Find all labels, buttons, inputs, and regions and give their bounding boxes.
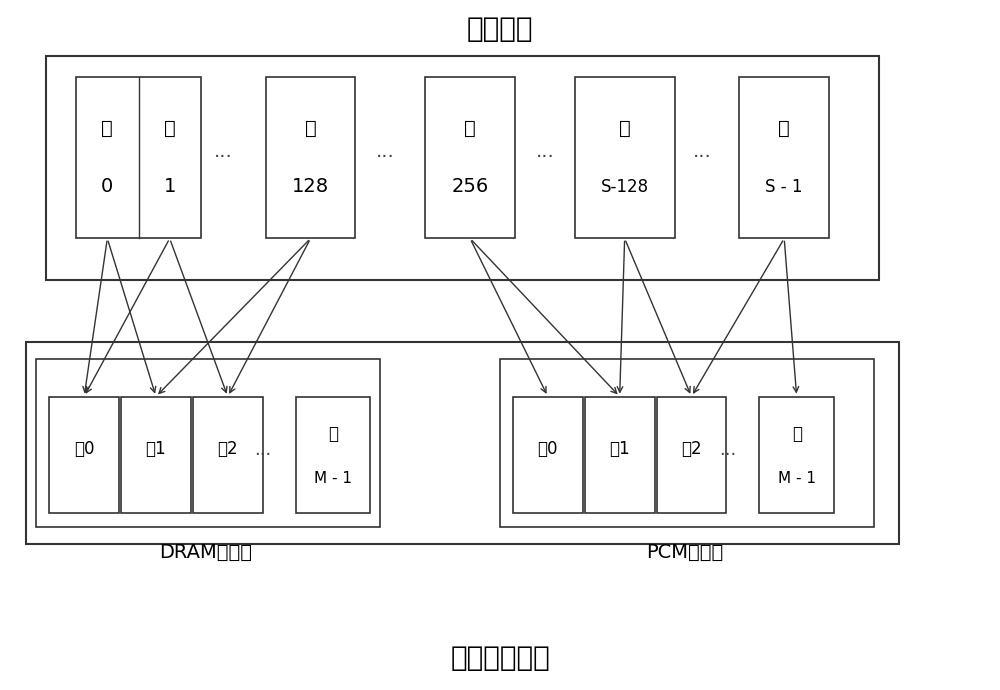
- Bar: [513, 397, 583, 513]
- Text: 组1: 组1: [146, 440, 166, 458]
- Text: M - 1: M - 1: [314, 471, 352, 486]
- Text: 组2: 组2: [217, 440, 238, 458]
- Text: ···: ···: [254, 446, 271, 464]
- Bar: [585, 397, 655, 513]
- Bar: [49, 397, 119, 513]
- Text: 组: 组: [305, 119, 316, 138]
- Text: 采样存储单元: 采样存储单元: [450, 644, 550, 671]
- Bar: [36, 359, 380, 527]
- Text: 1: 1: [163, 177, 176, 196]
- Bar: [739, 77, 829, 239]
- Bar: [575, 77, 675, 239]
- Text: 高速缓存: 高速缓存: [467, 15, 533, 43]
- Bar: [657, 397, 726, 513]
- Text: ···: ···: [693, 148, 712, 167]
- Bar: [759, 397, 834, 513]
- Text: ···: ···: [213, 148, 232, 167]
- Text: M - 1: M - 1: [778, 471, 816, 486]
- Bar: [266, 77, 355, 239]
- Text: 组: 组: [778, 119, 790, 138]
- Text: 0: 0: [101, 177, 113, 196]
- Text: ···: ···: [719, 446, 736, 464]
- Text: 256: 256: [451, 177, 489, 196]
- Text: 组: 组: [792, 425, 802, 443]
- Bar: [425, 77, 515, 239]
- Bar: [46, 57, 879, 279]
- Text: 128: 128: [292, 177, 329, 196]
- Text: S - 1: S - 1: [765, 178, 803, 196]
- Text: 组: 组: [464, 119, 476, 138]
- Text: ···: ···: [376, 148, 395, 167]
- Text: DRAM采样区: DRAM采样区: [159, 543, 252, 562]
- Text: 组2: 组2: [681, 440, 702, 458]
- Bar: [26, 342, 899, 544]
- Bar: [193, 397, 263, 513]
- Bar: [121, 397, 191, 513]
- Text: 组: 组: [619, 119, 631, 138]
- Bar: [296, 397, 370, 513]
- Text: 组: 组: [101, 119, 113, 138]
- Bar: [500, 359, 874, 527]
- Text: ···: ···: [536, 148, 554, 167]
- Text: 组: 组: [328, 425, 338, 443]
- Text: 组: 组: [164, 119, 176, 138]
- Text: 组1: 组1: [609, 440, 630, 458]
- Bar: [76, 77, 201, 239]
- Text: 组0: 组0: [74, 440, 94, 458]
- Text: PCM采样区: PCM采样区: [646, 543, 723, 562]
- Text: S-128: S-128: [601, 178, 649, 196]
- Text: 组0: 组0: [538, 440, 558, 458]
